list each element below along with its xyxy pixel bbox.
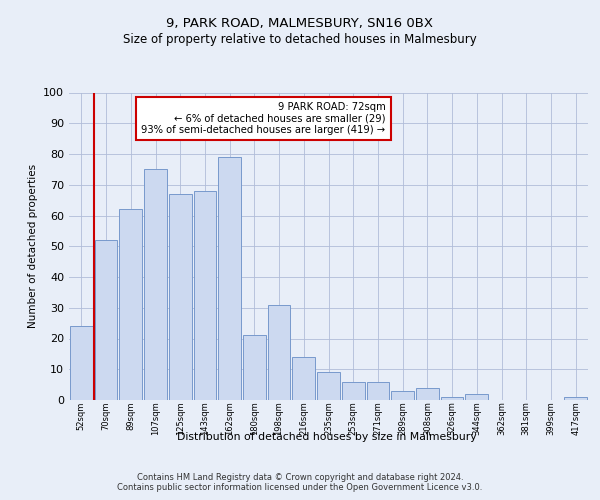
Y-axis label: Number of detached properties: Number of detached properties [28,164,38,328]
Bar [466,394,488,400]
Text: Size of property relative to detached houses in Malmesbury: Size of property relative to detached ho… [123,32,477,46]
Bar [169,194,191,400]
Text: Contains HM Land Registry data © Crown copyright and database right 2024.: Contains HM Land Registry data © Crown c… [137,472,463,482]
Bar [144,170,167,400]
Bar [416,388,439,400]
Bar [317,372,340,400]
Bar [367,382,389,400]
Bar [218,157,241,400]
Bar [70,326,93,400]
Text: 9 PARK ROAD: 72sqm
← 6% of detached houses are smaller (29)
93% of semi-detached: 9 PARK ROAD: 72sqm ← 6% of detached hous… [142,102,386,135]
Bar [292,357,315,400]
Bar [391,391,414,400]
Bar [119,210,142,400]
Bar [95,240,118,400]
Bar [342,382,365,400]
Text: Contains public sector information licensed under the Open Government Licence v3: Contains public sector information licen… [118,484,482,492]
Bar [564,397,587,400]
Bar [441,397,463,400]
Text: Distribution of detached houses by size in Malmesbury: Distribution of detached houses by size … [177,432,477,442]
Text: 9, PARK ROAD, MALMESBURY, SN16 0BX: 9, PARK ROAD, MALMESBURY, SN16 0BX [167,18,433,30]
Bar [268,304,290,400]
Bar [194,191,216,400]
Bar [243,336,266,400]
